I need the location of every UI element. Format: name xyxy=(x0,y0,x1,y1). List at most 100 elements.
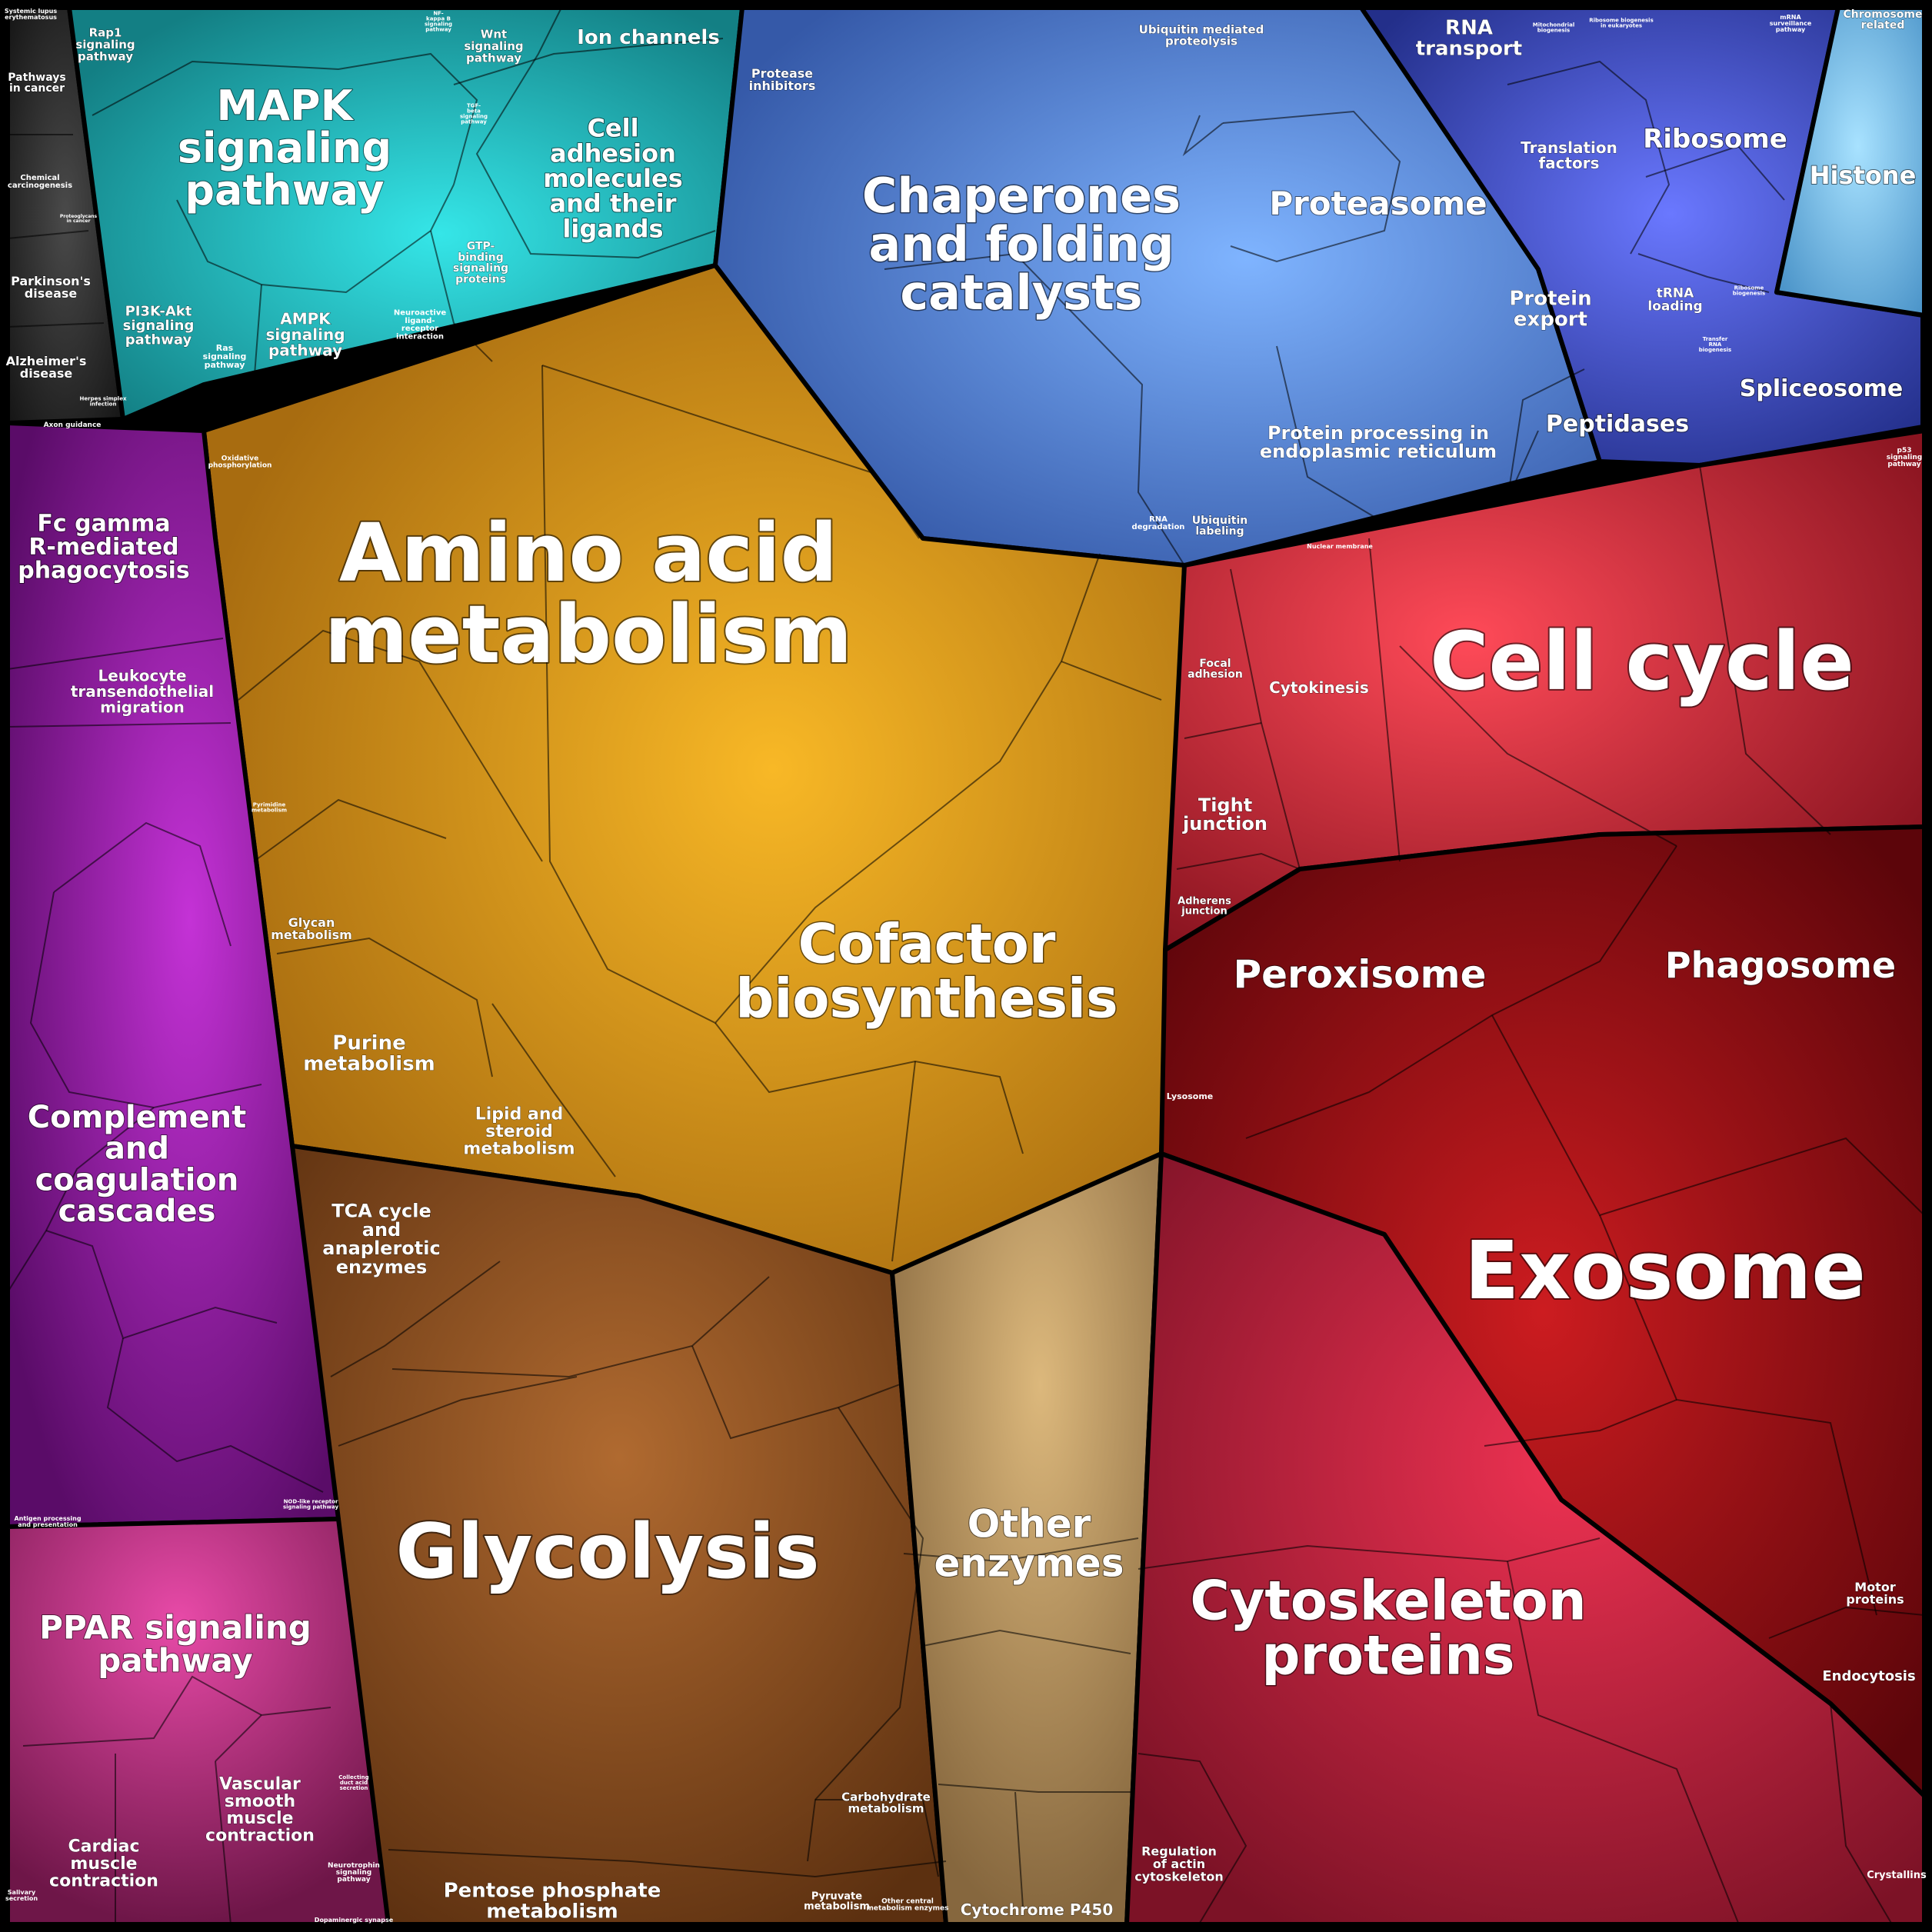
label-herpes-simplex: Herpes simplex infection xyxy=(80,395,127,407)
label-line: export xyxy=(1514,308,1587,331)
label-line: Axon guidance xyxy=(44,421,102,429)
label-line: pathway xyxy=(1776,26,1806,33)
label-cell-cycle: Cell cycle xyxy=(1430,615,1854,708)
label-line: Regulation xyxy=(1141,1844,1217,1858)
label-crystallins: Crystallins xyxy=(1867,1870,1927,1881)
label-adherens-junction: Adherens junction xyxy=(1178,895,1231,917)
label-line: pathway xyxy=(205,360,245,370)
label-line: Chromosome xyxy=(1843,8,1922,21)
sub-lines-tan xyxy=(938,1784,1131,1793)
label-line: Protease xyxy=(751,65,813,80)
sub-lines-crimson xyxy=(1138,1537,1601,1570)
sub-lines-purple xyxy=(53,821,232,947)
label-endocytosis: Endocytosis xyxy=(1822,1668,1915,1684)
label-line: disease xyxy=(20,366,73,381)
sub-boundaries xyxy=(7,7,1925,1925)
label-line: Ubiquitin xyxy=(1192,515,1247,527)
label-line: proteolysis xyxy=(1165,34,1237,48)
label-line: binding xyxy=(458,251,504,264)
label-line: pathway xyxy=(78,49,133,63)
label-line: TGF- xyxy=(467,102,481,108)
label-line: Fc gamma xyxy=(37,510,170,537)
label-line: Pathways xyxy=(8,72,65,84)
label-line: Oxidative xyxy=(222,455,258,462)
label-line: muscle xyxy=(70,1854,137,1874)
label-phagosome: Phagosome xyxy=(1665,944,1896,986)
label-line: loading xyxy=(1647,299,1702,315)
sub-lines-brown xyxy=(338,1376,578,1447)
sub-lines-navy xyxy=(1507,60,1671,255)
sub-lines-navy xyxy=(1637,253,1770,293)
label-line: pathway xyxy=(337,1876,370,1884)
label-line: signaling xyxy=(453,262,508,275)
label-line: proteins xyxy=(1261,1624,1514,1687)
sub-lines-orange xyxy=(891,1061,916,1262)
label-nuclear-membrane: Nuclear membrane xyxy=(1307,543,1373,550)
label-motor-proteins: Motor proteins xyxy=(1846,1579,1904,1606)
label-line: Systemic lupus xyxy=(5,7,57,14)
label-line: of actin xyxy=(1153,1857,1205,1871)
label-line: proteins xyxy=(1846,1592,1904,1607)
label-line: Ras xyxy=(216,343,234,353)
label-line: Translation xyxy=(1521,138,1617,156)
label-line: adhesion xyxy=(1188,668,1243,681)
label-line: carcinogenesis xyxy=(8,182,72,190)
label-line: Ribosome xyxy=(1734,285,1764,291)
label-cytokinesis: Cytokinesis xyxy=(1269,678,1369,697)
label-line: smooth xyxy=(225,1792,295,1811)
label-line: signaling xyxy=(1887,454,1922,461)
label-line: contraction xyxy=(205,1827,315,1846)
label-line: molecules xyxy=(543,164,682,193)
label-line: receptor xyxy=(401,325,438,333)
label-line: RNA xyxy=(1445,16,1493,39)
label-trna-loading: tRNA loading xyxy=(1647,285,1702,314)
label-line: enzymes xyxy=(934,1541,1124,1585)
label-line: contraction xyxy=(49,1871,158,1890)
label-chaperones: Chaperones and folding catalysts xyxy=(862,168,1181,321)
sub-lines-blue xyxy=(1507,368,1585,501)
label-line: signaling xyxy=(265,325,345,344)
label-line: Chaperones xyxy=(862,168,1181,224)
label-tgf-beta: TGF-beta signaling pathway xyxy=(460,102,488,125)
label-line: Protein processing in xyxy=(1267,422,1489,444)
label-regulation-actin: Regulation of actin cytoskeleton xyxy=(1134,1844,1224,1884)
label-line: Peroxisome xyxy=(1233,952,1486,997)
sub-lines-crimson xyxy=(1507,1561,1739,1924)
label-line: labeling xyxy=(1195,525,1244,538)
label-line: Carbohydrate xyxy=(841,1790,931,1804)
label-neuroactive: Neuroactive ligand-receptor interaction xyxy=(394,309,446,341)
label-line: coagulation xyxy=(35,1162,239,1198)
label-line: Tight xyxy=(1198,794,1252,816)
label-complement: Complement and coagulation cascades xyxy=(28,1100,246,1229)
label-line: Cytoskeleton xyxy=(1190,1569,1586,1632)
label-mapk: MAPK signaling pathway xyxy=(178,82,391,215)
regions xyxy=(5,5,1927,1927)
sub-lines-magenta xyxy=(22,1675,262,1747)
label-cell-adhesion: Cell adhesion molecules and their ligands xyxy=(543,114,682,244)
label-line: Dopaminergic synapse xyxy=(315,1917,394,1924)
label-line: metabolism xyxy=(848,1801,924,1815)
sub-lines-orange xyxy=(253,798,447,862)
label-line: pathway xyxy=(466,51,521,65)
label-line: Cell cycle xyxy=(1430,615,1854,708)
label-axon-guidance: Axon guidance xyxy=(44,421,102,429)
label-protease-inhibitors: Protease inhibitors xyxy=(749,65,816,92)
label-line: enzymes xyxy=(336,1257,428,1278)
label-line: Other xyxy=(968,1501,1091,1546)
sub-lines-cyan xyxy=(176,184,455,294)
label-line: RNA xyxy=(1149,515,1168,524)
sub-lines-red xyxy=(1699,465,1831,835)
label-chemical-carcinogenesis: Chemical carcinogenesis xyxy=(8,174,72,190)
label-pentose-phosphate: Pentose phosphate metabolism xyxy=(444,1879,661,1923)
label-rna-transport: RNA transport xyxy=(1416,16,1523,60)
label-line: cascades xyxy=(58,1194,216,1229)
label-line: Histone xyxy=(1810,161,1917,190)
sub-lines-orange xyxy=(541,365,920,539)
label-protein-export: Protein export xyxy=(1509,287,1591,331)
label-line: metabolism xyxy=(303,1052,435,1075)
label-line: Proteoglycans xyxy=(60,213,98,218)
sub-lines-blue xyxy=(1182,115,1224,157)
sub-lines-dark xyxy=(7,322,105,328)
label-parkinsons: Parkinson's disease xyxy=(11,273,91,300)
label-line: muscle xyxy=(226,1809,293,1828)
